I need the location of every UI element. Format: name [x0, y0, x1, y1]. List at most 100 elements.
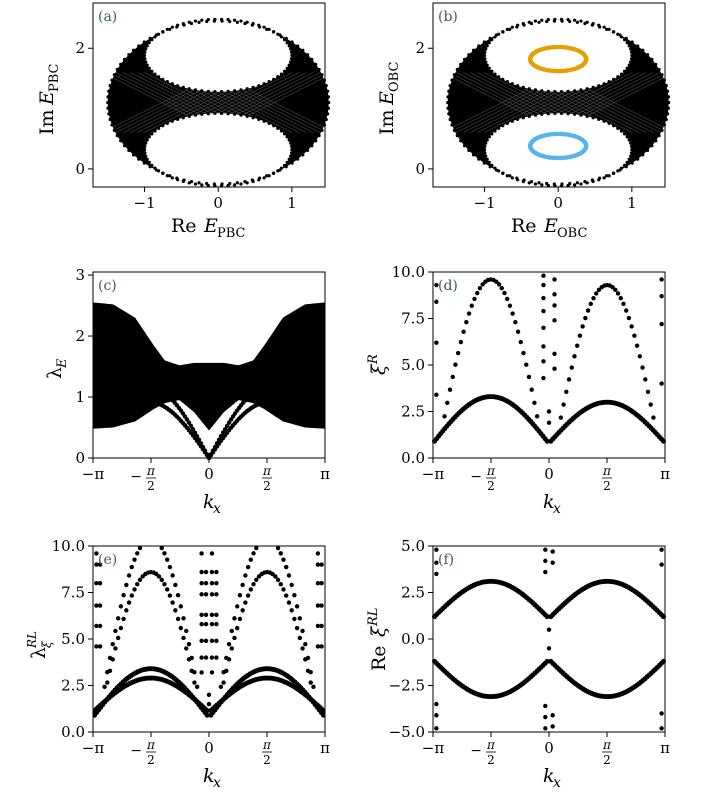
- data-point: [632, 333, 637, 338]
- data-point: [270, 539, 274, 543]
- data-point: [602, 82, 606, 86]
- data-point: [490, 132, 494, 136]
- data-point: [243, 573, 248, 578]
- data-point: [289, 144, 294, 148]
- data-point: [164, 587, 170, 592]
- data-point: [300, 628, 305, 634]
- data-point: [543, 558, 548, 564]
- data-point: [566, 89, 570, 93]
- data-point: [144, 141, 148, 145]
- data-point: [613, 287, 618, 292]
- data-point: [622, 163, 627, 167]
- data-point: [314, 139, 318, 143]
- data-point: [153, 166, 157, 170]
- data-point: [214, 621, 219, 627]
- data-point: [541, 359, 546, 364]
- data-point: [121, 616, 126, 622]
- data-point: [226, 89, 230, 93]
- data-point: [159, 546, 164, 551]
- data-point: [240, 608, 245, 613]
- data-point: [645, 53, 650, 57]
- data-point: [662, 78, 667, 82]
- data-point: [485, 63, 489, 67]
- data-point: [194, 684, 200, 690]
- data-point: [142, 161, 146, 165]
- data-point: [232, 112, 237, 116]
- data-point: [272, 30, 276, 34]
- data-point: [659, 562, 664, 567]
- data-point: [165, 80, 169, 84]
- y-axis-label-sub: PBC: [47, 63, 62, 92]
- data-point: [657, 134, 661, 138]
- data-point: [527, 181, 531, 185]
- data-point: [248, 557, 254, 562]
- data-point: [115, 635, 121, 641]
- data-point: [115, 616, 121, 621]
- data-point: [118, 625, 124, 631]
- data-point: [167, 564, 173, 570]
- y-axis-label: λE: [44, 358, 70, 379]
- data-point: [482, 161, 486, 165]
- band-curve-point: [202, 448, 208, 453]
- data-point: [497, 169, 501, 173]
- data-point: [552, 351, 557, 357]
- data-point: [597, 117, 601, 121]
- loop-point-lower: [583, 144, 589, 150]
- data-point: [319, 562, 324, 567]
- data-point: [546, 420, 552, 425]
- data-point: [546, 89, 550, 93]
- data-point: [612, 171, 616, 176]
- data-point: [279, 72, 284, 76]
- data-point: [162, 551, 167, 556]
- data-point: [143, 151, 147, 155]
- data-point: [461, 329, 466, 334]
- data-point: [452, 128, 456, 132]
- y-tick-label: 5.0: [401, 356, 425, 374]
- data-point: [483, 151, 487, 155]
- y-tick-label: 2.5: [401, 403, 425, 421]
- data-point: [142, 147, 147, 152]
- data-point: [477, 157, 481, 161]
- data-point: [533, 88, 538, 92]
- data-point: [285, 66, 289, 70]
- frac-den: 2: [263, 753, 271, 767]
- data-point: [510, 176, 514, 180]
- data-point: [654, 62, 658, 66]
- x-tick-label: 0: [544, 465, 554, 483]
- data-point: [612, 30, 616, 34]
- band-curve-point: [186, 420, 192, 425]
- data-point: [187, 20, 191, 24]
- data-point: [289, 47, 293, 51]
- data-point: [482, 147, 487, 152]
- data-point: [575, 181, 579, 185]
- spectrum-hole: [144, 19, 292, 92]
- data-point: [630, 53, 634, 58]
- data-point: [251, 551, 256, 556]
- data-point: [450, 123, 454, 127]
- data-point: [483, 144, 487, 148]
- data-point: [622, 132, 627, 136]
- data-point: [289, 151, 294, 155]
- x-tick-label: −π: [422, 739, 445, 757]
- data-point: [245, 564, 251, 570]
- data-point: [659, 547, 664, 552]
- data-point: [546, 18, 550, 22]
- data-point: [157, 32, 161, 36]
- data-point: [575, 343, 580, 348]
- x-tick-label: −1: [473, 194, 495, 212]
- data-point: [119, 139, 123, 143]
- data-point: [209, 592, 215, 597]
- data-point: [235, 20, 239, 24]
- data-point: [206, 701, 212, 707]
- data-point: [510, 119, 514, 123]
- data-point: [265, 27, 269, 31]
- data-point: [315, 551, 321, 556]
- x-tick-label: −π: [82, 739, 105, 757]
- data-point: [206, 692, 212, 697]
- data-point: [643, 377, 648, 382]
- data-point: [579, 182, 583, 186]
